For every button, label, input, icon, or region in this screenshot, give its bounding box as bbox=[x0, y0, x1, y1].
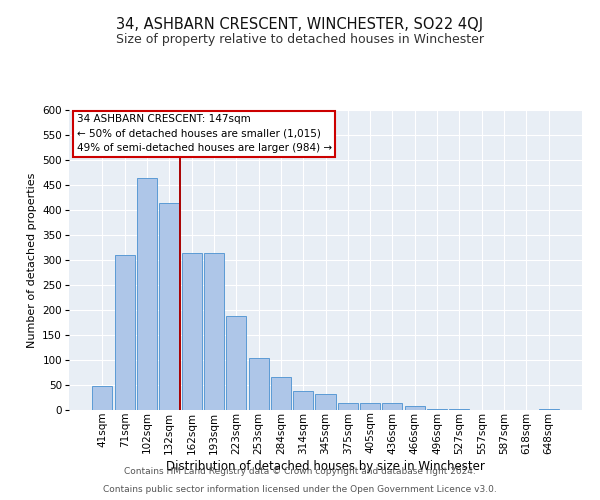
Text: Contains HM Land Registry data © Crown copyright and database right 2024.: Contains HM Land Registry data © Crown c… bbox=[124, 467, 476, 476]
Y-axis label: Number of detached properties: Number of detached properties bbox=[27, 172, 37, 348]
Bar bbox=[115, 255, 135, 410]
Bar bbox=[360, 402, 380, 410]
Bar bbox=[271, 376, 291, 410]
Bar bbox=[248, 358, 269, 410]
Text: 34, ASHBARN CRESCENT, WINCHESTER, SO22 4QJ: 34, ASHBARN CRESCENT, WINCHESTER, SO22 4… bbox=[116, 18, 484, 32]
Bar bbox=[226, 316, 246, 410]
Bar bbox=[316, 394, 335, 410]
X-axis label: Distribution of detached houses by size in Winchester: Distribution of detached houses by size … bbox=[166, 460, 485, 473]
Bar bbox=[204, 252, 224, 410]
Bar bbox=[338, 403, 358, 410]
Bar bbox=[539, 409, 559, 410]
Bar bbox=[137, 178, 157, 410]
Bar bbox=[427, 409, 447, 410]
Bar bbox=[382, 402, 403, 410]
Bar bbox=[405, 406, 425, 410]
Bar bbox=[159, 202, 179, 410]
Text: Size of property relative to detached houses in Winchester: Size of property relative to detached ho… bbox=[116, 32, 484, 46]
Bar bbox=[449, 409, 469, 410]
Text: Contains public sector information licensed under the Open Government Licence v3: Contains public sector information licen… bbox=[103, 485, 497, 494]
Text: 34 ASHBARN CRESCENT: 147sqm
← 50% of detached houses are smaller (1,015)
49% of : 34 ASHBARN CRESCENT: 147sqm ← 50% of det… bbox=[77, 114, 332, 154]
Bar bbox=[293, 391, 313, 410]
Bar bbox=[92, 386, 112, 410]
Bar bbox=[182, 252, 202, 410]
